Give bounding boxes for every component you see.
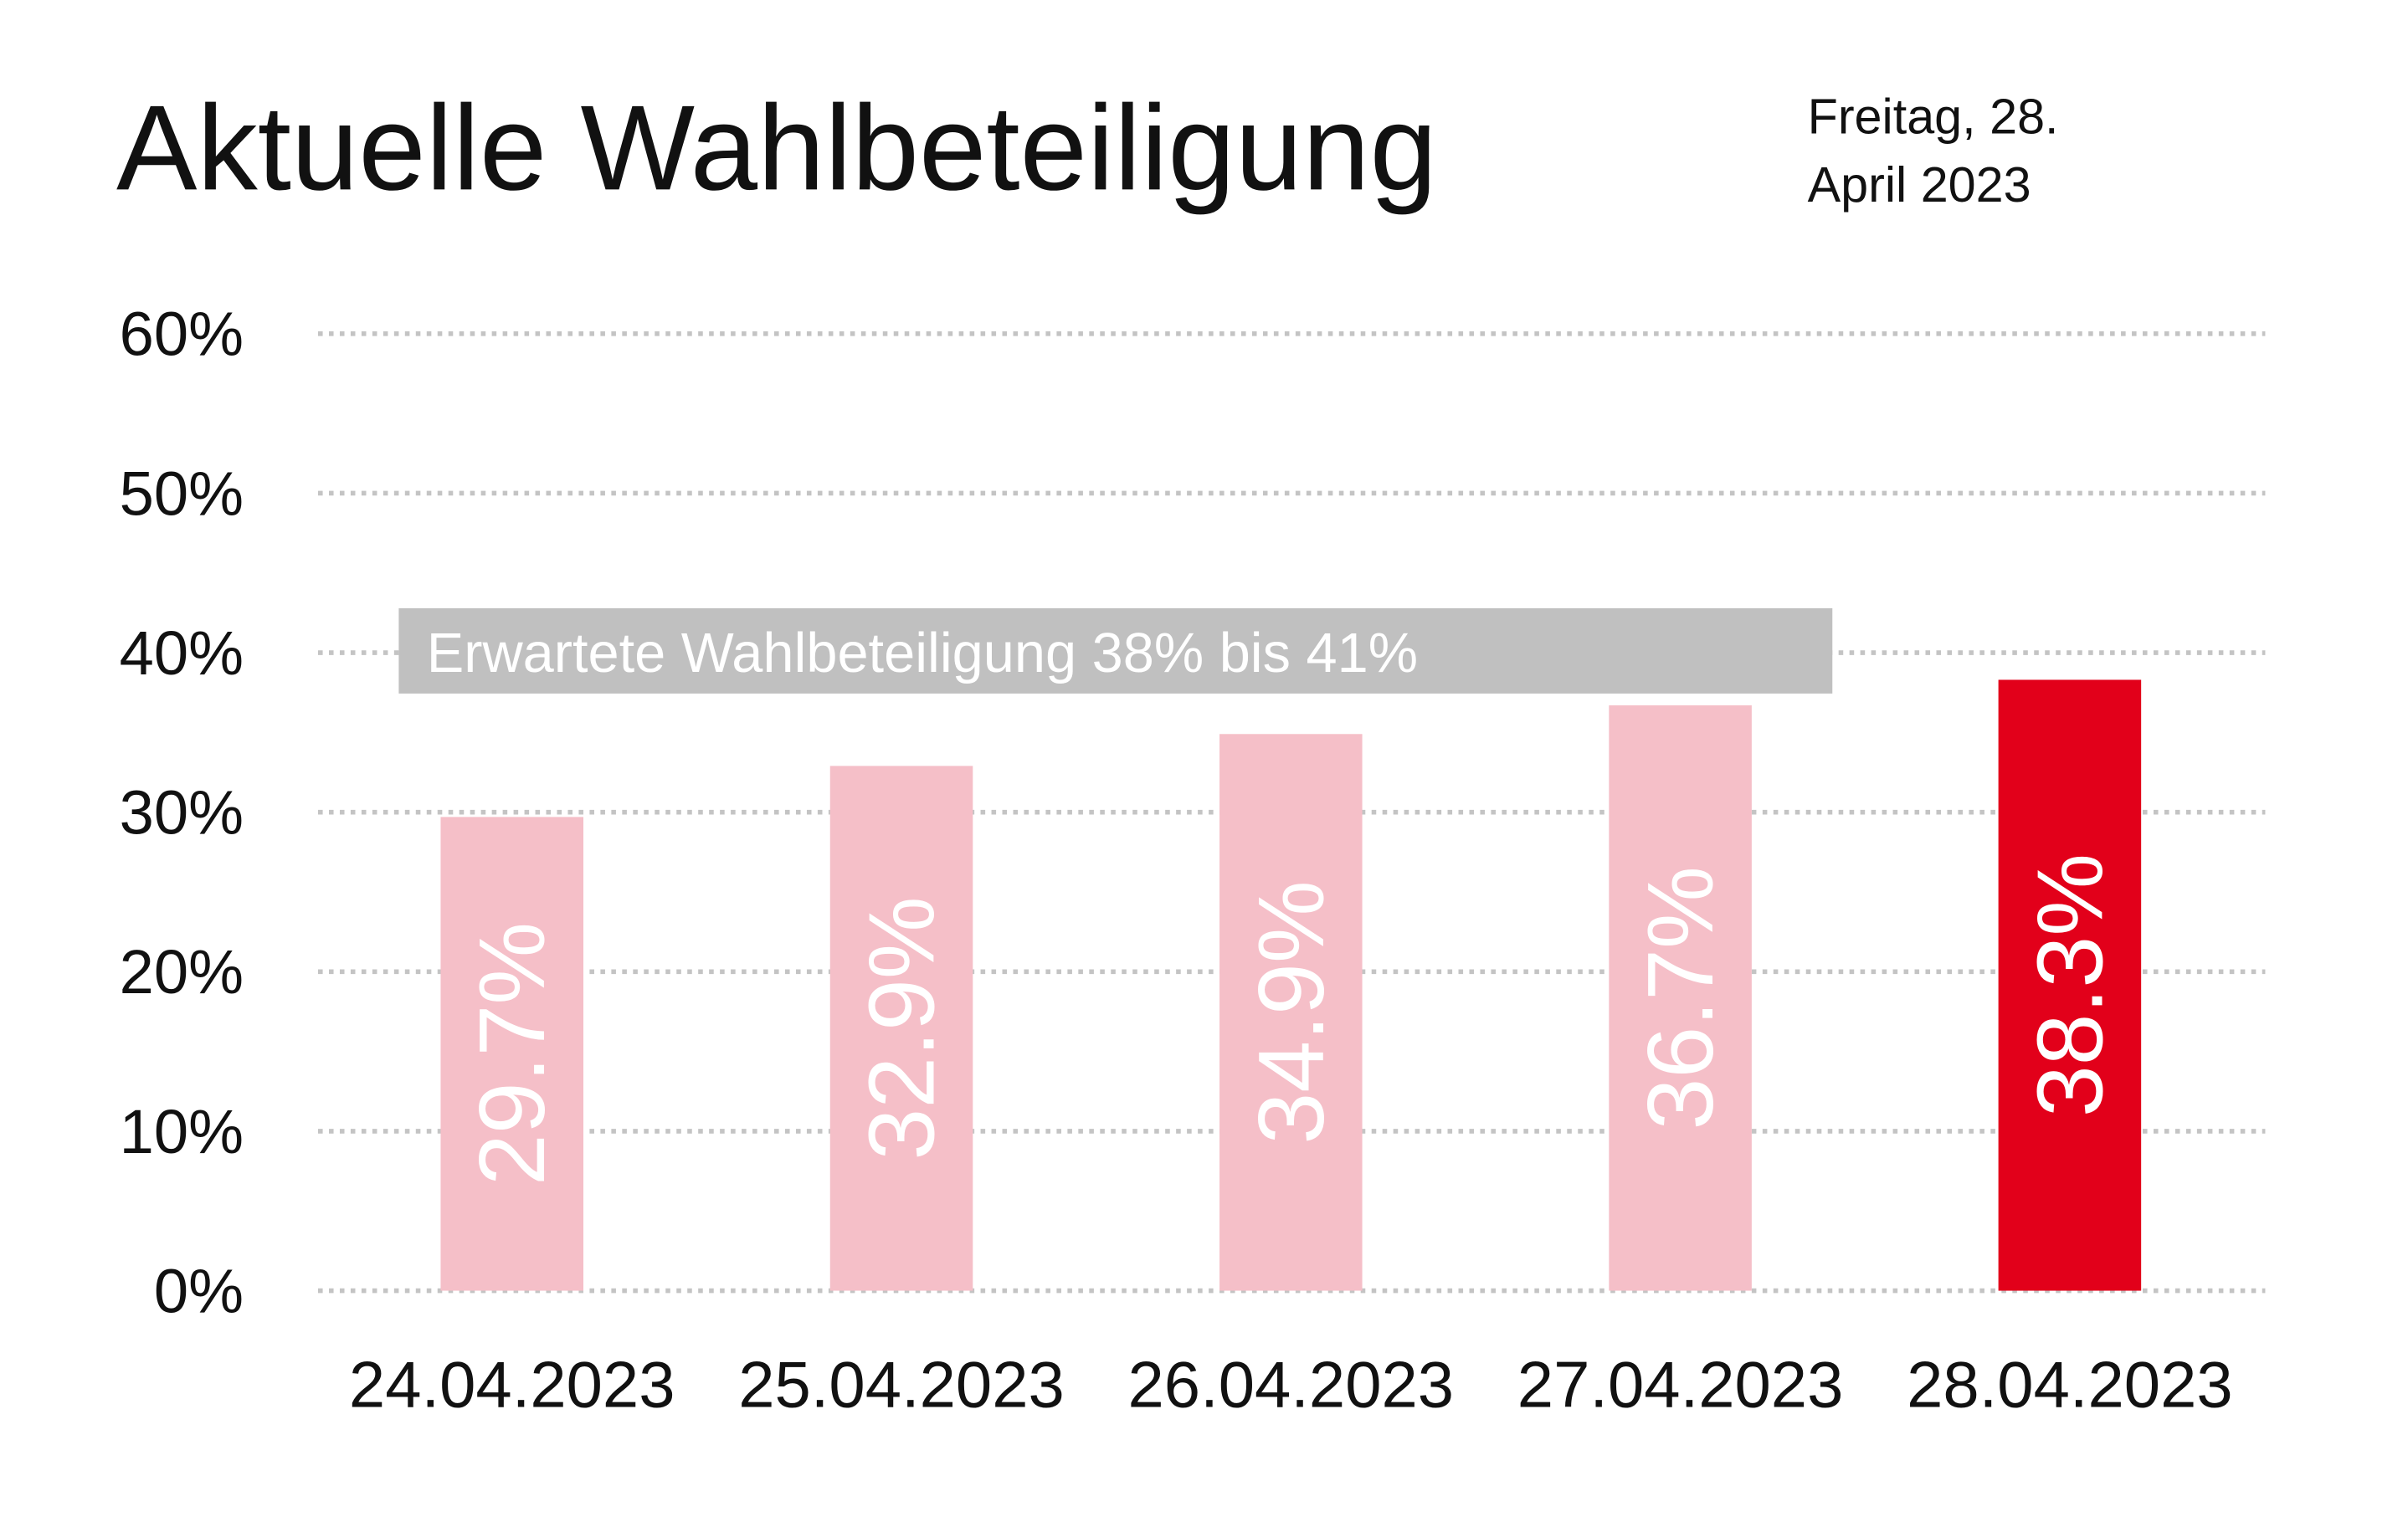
bars: 29.7% 32.9% 34.9% 36.7% 38.3% — [440, 679, 2142, 1291]
chart-subtitle: April 2023 — [1808, 156, 2031, 213]
y-tick-label: 30% — [120, 778, 244, 848]
annotation-box — [398, 607, 1833, 694]
x-tick-label: 27.04.2023 — [1517, 1350, 1844, 1422]
value-label: 38.3% — [2017, 853, 2122, 1117]
x-tick-label: 25.04.2023 — [738, 1350, 1065, 1422]
x-tick-label: 24.04.2023 — [349, 1350, 675, 1422]
annotation: Erwartete Wahlbeteiligung 38% bis 41% — [427, 623, 1418, 684]
bar — [1998, 679, 2142, 1291]
bar — [1609, 705, 1752, 1291]
y-tick-label: 40% — [120, 618, 244, 688]
x-tick-label: 26.04.2023 — [1128, 1350, 1455, 1422]
y-tick-label: 20% — [120, 937, 244, 1007]
chart-subtitle: Freitag, 28. — [1808, 89, 2059, 145]
value-label: 29.7% — [460, 922, 564, 1186]
bar — [829, 766, 973, 1291]
value-label: 32.9% — [850, 896, 954, 1160]
x-tick-label: 28.04.2023 — [1907, 1350, 2233, 1422]
grid — [318, 331, 2266, 1294]
y-tick-label: 50% — [120, 459, 244, 528]
chart-title: Aktuelle Wahlbeteiligung — [116, 79, 1437, 215]
y-tick-label: 10% — [120, 1097, 244, 1166]
value-label: 34.9% — [1239, 880, 1343, 1144]
y-tick-label: 60% — [120, 300, 244, 369]
bar — [1219, 734, 1363, 1291]
y-tick-label: 0% — [154, 1257, 244, 1326]
bar — [440, 817, 584, 1291]
value-label: 36.7% — [1628, 866, 1733, 1130]
